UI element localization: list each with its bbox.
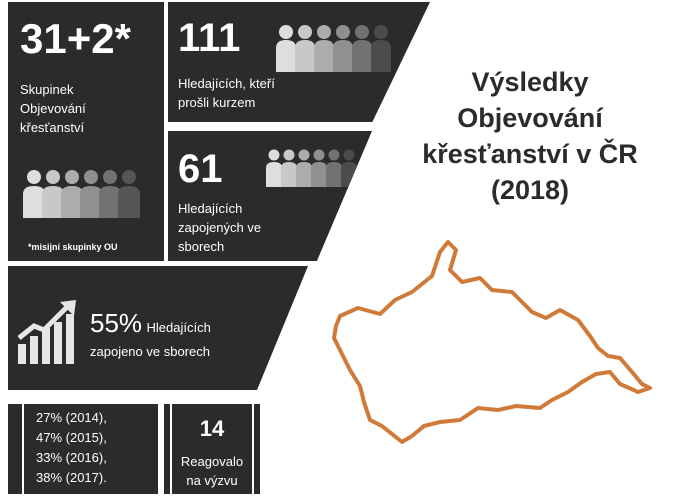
people-icon (266, 149, 357, 187)
percent-involved-panel: 55% Hledajících zapojeno ve sborech (8, 266, 308, 390)
people-icon (23, 170, 140, 218)
czech-republic-map (332, 240, 652, 444)
percent-involved-number: 55% (90, 308, 143, 338)
groups-label: Skupinek Objevování křesťanství (20, 82, 86, 135)
growth-chart-icon (17, 300, 76, 364)
history-divider (22, 404, 24, 494)
responded-label: Reagovalo na výzvu (180, 454, 244, 488)
responded-panel: 14 Reagovalo na výzvu (164, 404, 260, 494)
people-icon (276, 25, 391, 72)
seekers-completed-label: Hledajících, kteří prošli kurzem (178, 76, 275, 110)
page-title: Výsledky Objevování křesťanství v ČR (20… (422, 67, 638, 205)
seekers-involved-label: Hledajících zapojených ve sborech (178, 201, 262, 254)
seekers-completed-number: 111 (178, 16, 241, 60)
seekers-involved-number: 61 (178, 147, 223, 191)
percent-involved-label-1: Hledajících (146, 320, 211, 335)
history-panel: 27% (2014), 47% (2015), 33% (2016), 38% … (8, 404, 158, 494)
seekers-completed-panel: 111 Hledajících, kteří prošli kurzem (168, 2, 430, 122)
responded-box: 14 Reagovalo na výzvu (170, 404, 254, 494)
responded-number: 14 (199, 416, 225, 441)
history-list: 27% (2014), 47% (2015), 33% (2016), 38% … (36, 410, 107, 485)
groups-panel: 31+2* Skupinek Objevování křesťanství *m… (8, 2, 164, 261)
seekers-involved-panel: 61 Hledajících zapojených ve sborech (168, 131, 372, 261)
percent-involved-label-2: zapojeno ve sborech (90, 344, 210, 359)
percent-involved-line1: 55% Hledajících (90, 308, 211, 339)
groups-number: 31+2* (20, 15, 131, 62)
groups-footnote: *misijní skupinky OU (28, 242, 118, 252)
